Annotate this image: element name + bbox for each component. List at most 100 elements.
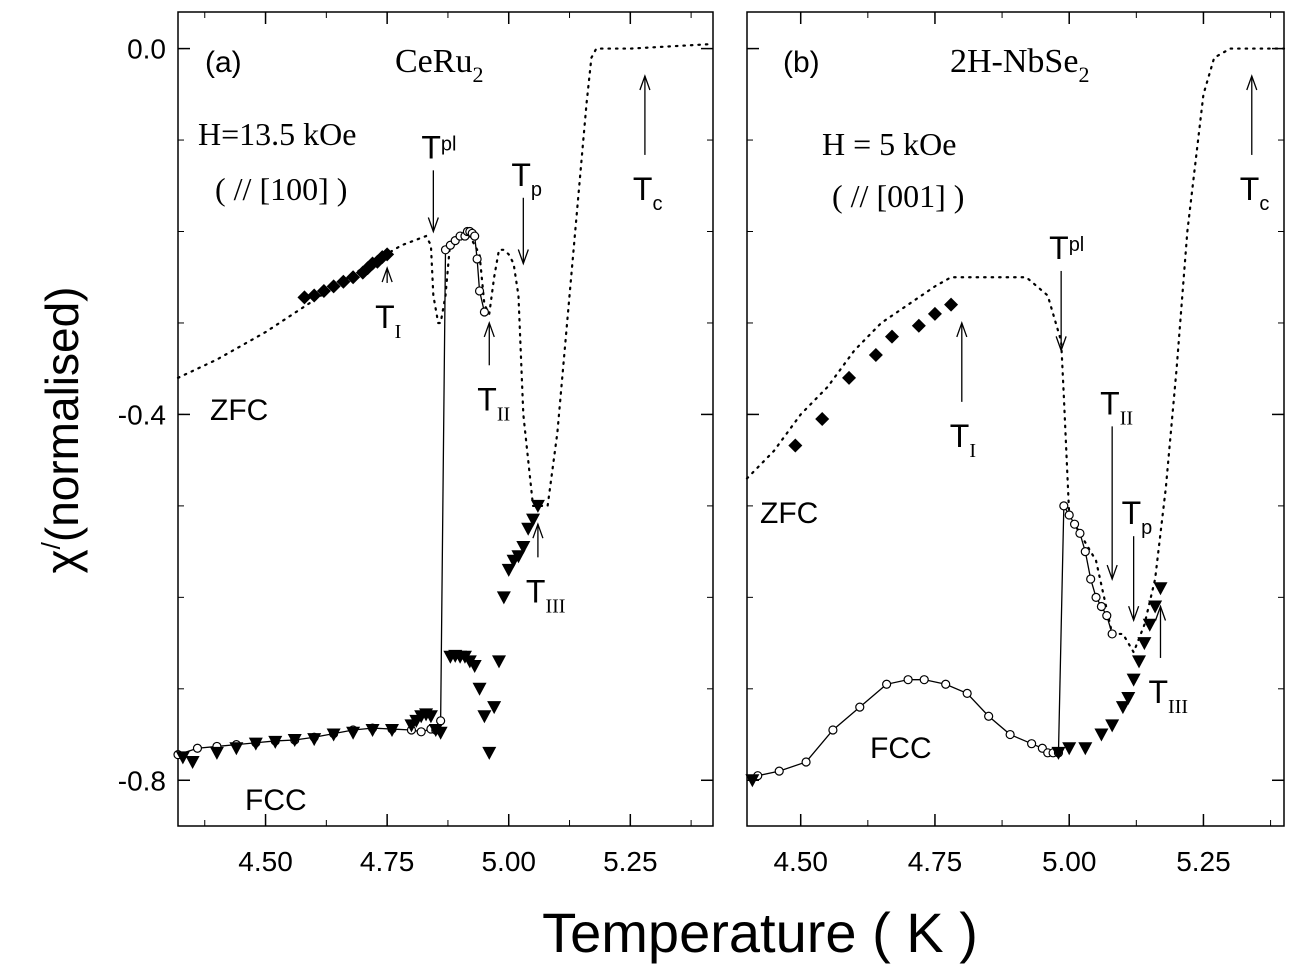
fcc-label: FCC (245, 784, 307, 817)
triangle-point (1115, 701, 1130, 715)
open-circle-point (192, 743, 203, 753)
open-circle-point (903, 675, 913, 685)
open-circle-point (855, 702, 865, 712)
triangle-point (530, 499, 545, 513)
triangle-point (1121, 691, 1136, 705)
open-circle-point (436, 716, 446, 726)
field-label: H = 5 kOe (822, 126, 956, 162)
fcw-line (757, 503, 1113, 777)
triangle-point (248, 737, 263, 751)
triangle-point (1153, 582, 1168, 596)
x-tick-label: 4.50 (773, 846, 828, 877)
x-axis-label: Temperature ( K ) (542, 901, 978, 964)
triangle-point (1062, 742, 1077, 756)
y-axis-label: χ/(normalised) (36, 286, 88, 573)
triangle-point (511, 550, 526, 564)
annotation-label: Tc (1240, 171, 1270, 215)
annotation-arrowhead (427, 217, 439, 234)
open-circle-point (1075, 528, 1085, 538)
diamond-point (868, 347, 883, 362)
annotation-arrowhead (1055, 336, 1067, 353)
diamond-point (297, 290, 312, 305)
triangle-point (385, 723, 399, 737)
x-tick-label: 4.75 (908, 846, 963, 877)
annotation-arrowhead (639, 74, 651, 91)
annotation-label: Tp (1122, 495, 1153, 539)
y-tick-label: 0.0 (127, 34, 166, 65)
open-circle-point (472, 254, 482, 264)
triangle-point (477, 710, 492, 724)
annotation-arrowhead (1106, 564, 1118, 581)
triangle-point (1105, 719, 1120, 733)
annotation-arrowhead (381, 266, 393, 283)
triangle-point (1132, 655, 1147, 669)
diamond-point (815, 412, 830, 426)
y-tick-label: -0.8 (118, 765, 166, 796)
open-circle-point (1091, 592, 1101, 602)
annotation-arrowhead (1246, 74, 1258, 91)
triangle-point (1126, 673, 1141, 687)
annotation-label: TIII (1148, 674, 1188, 718)
annotation-arrowhead (517, 249, 529, 266)
panel-b: 4.50 4.75 5.00 5.25 Tpl Tc TI TII Tp TIII (b) 2H-Nb… (745, 11, 1286, 877)
open-circle-point (774, 766, 784, 776)
panel-label: (a) (205, 46, 242, 79)
diamond-point (944, 297, 959, 312)
open-circle-point (416, 727, 426, 737)
triangle-point (229, 742, 244, 756)
open-circle-point (882, 679, 892, 689)
diamond-point (336, 274, 351, 289)
triangle-point (185, 755, 200, 769)
open-circle-point (801, 757, 811, 767)
diamond-point (788, 438, 803, 453)
field-direction-label: ( // [001] ) (832, 178, 964, 214)
triangle-point (423, 710, 438, 724)
annotation-arrowhead (1128, 605, 1140, 623)
triangle-point (287, 734, 302, 748)
triangle-point (1051, 746, 1066, 760)
triangle-point (1078, 742, 1093, 756)
triangle-point (307, 733, 322, 747)
annotation-label: Tp (511, 157, 542, 201)
fcc-label: FCC (870, 732, 932, 765)
diamond-point (911, 318, 926, 333)
sample-name: 2H-NbSe2 (950, 43, 1089, 87)
open-circle-point (919, 675, 929, 685)
zfc-label: ZFC (760, 497, 818, 530)
annotation-arrowhead (532, 522, 544, 539)
annotation-label: Tpl (1049, 230, 1084, 266)
triangle-point (521, 522, 536, 536)
triangle-point (482, 746, 497, 760)
open-circle-point (1027, 739, 1037, 749)
zfc-curve (176, 42, 715, 507)
triangle-point (209, 746, 224, 760)
triangle-point (516, 541, 531, 555)
open-circle-point (470, 231, 480, 241)
annotation-label: TIII (526, 573, 566, 617)
plot-frame (177, 11, 714, 827)
diamond-point (316, 283, 331, 298)
diamond-point (884, 329, 899, 344)
diamond-point (346, 270, 361, 285)
triangle-point (433, 726, 448, 740)
annotation-arrowhead (956, 321, 968, 338)
plot-frame (746, 11, 1285, 827)
annotation-arrowhead (1154, 604, 1167, 621)
open-circle-point (1096, 601, 1107, 612)
zfc-label: ZFC (210, 394, 268, 427)
open-circle-point (962, 688, 972, 698)
triangle-point (501, 563, 516, 577)
triangle-point (745, 774, 760, 788)
x-tick-label: 5.00 (481, 846, 536, 877)
triangle-point (268, 735, 283, 749)
annotation-label: Tc (633, 171, 663, 215)
triangle-point (326, 728, 341, 742)
diamond-point (842, 370, 857, 385)
triangle-point (526, 513, 541, 527)
open-circle-point (474, 286, 485, 296)
x-tick-label: 4.50 (238, 846, 293, 877)
open-circle-point (984, 711, 994, 721)
open-circle-point (1064, 510, 1074, 520)
diamond-point (380, 247, 395, 262)
